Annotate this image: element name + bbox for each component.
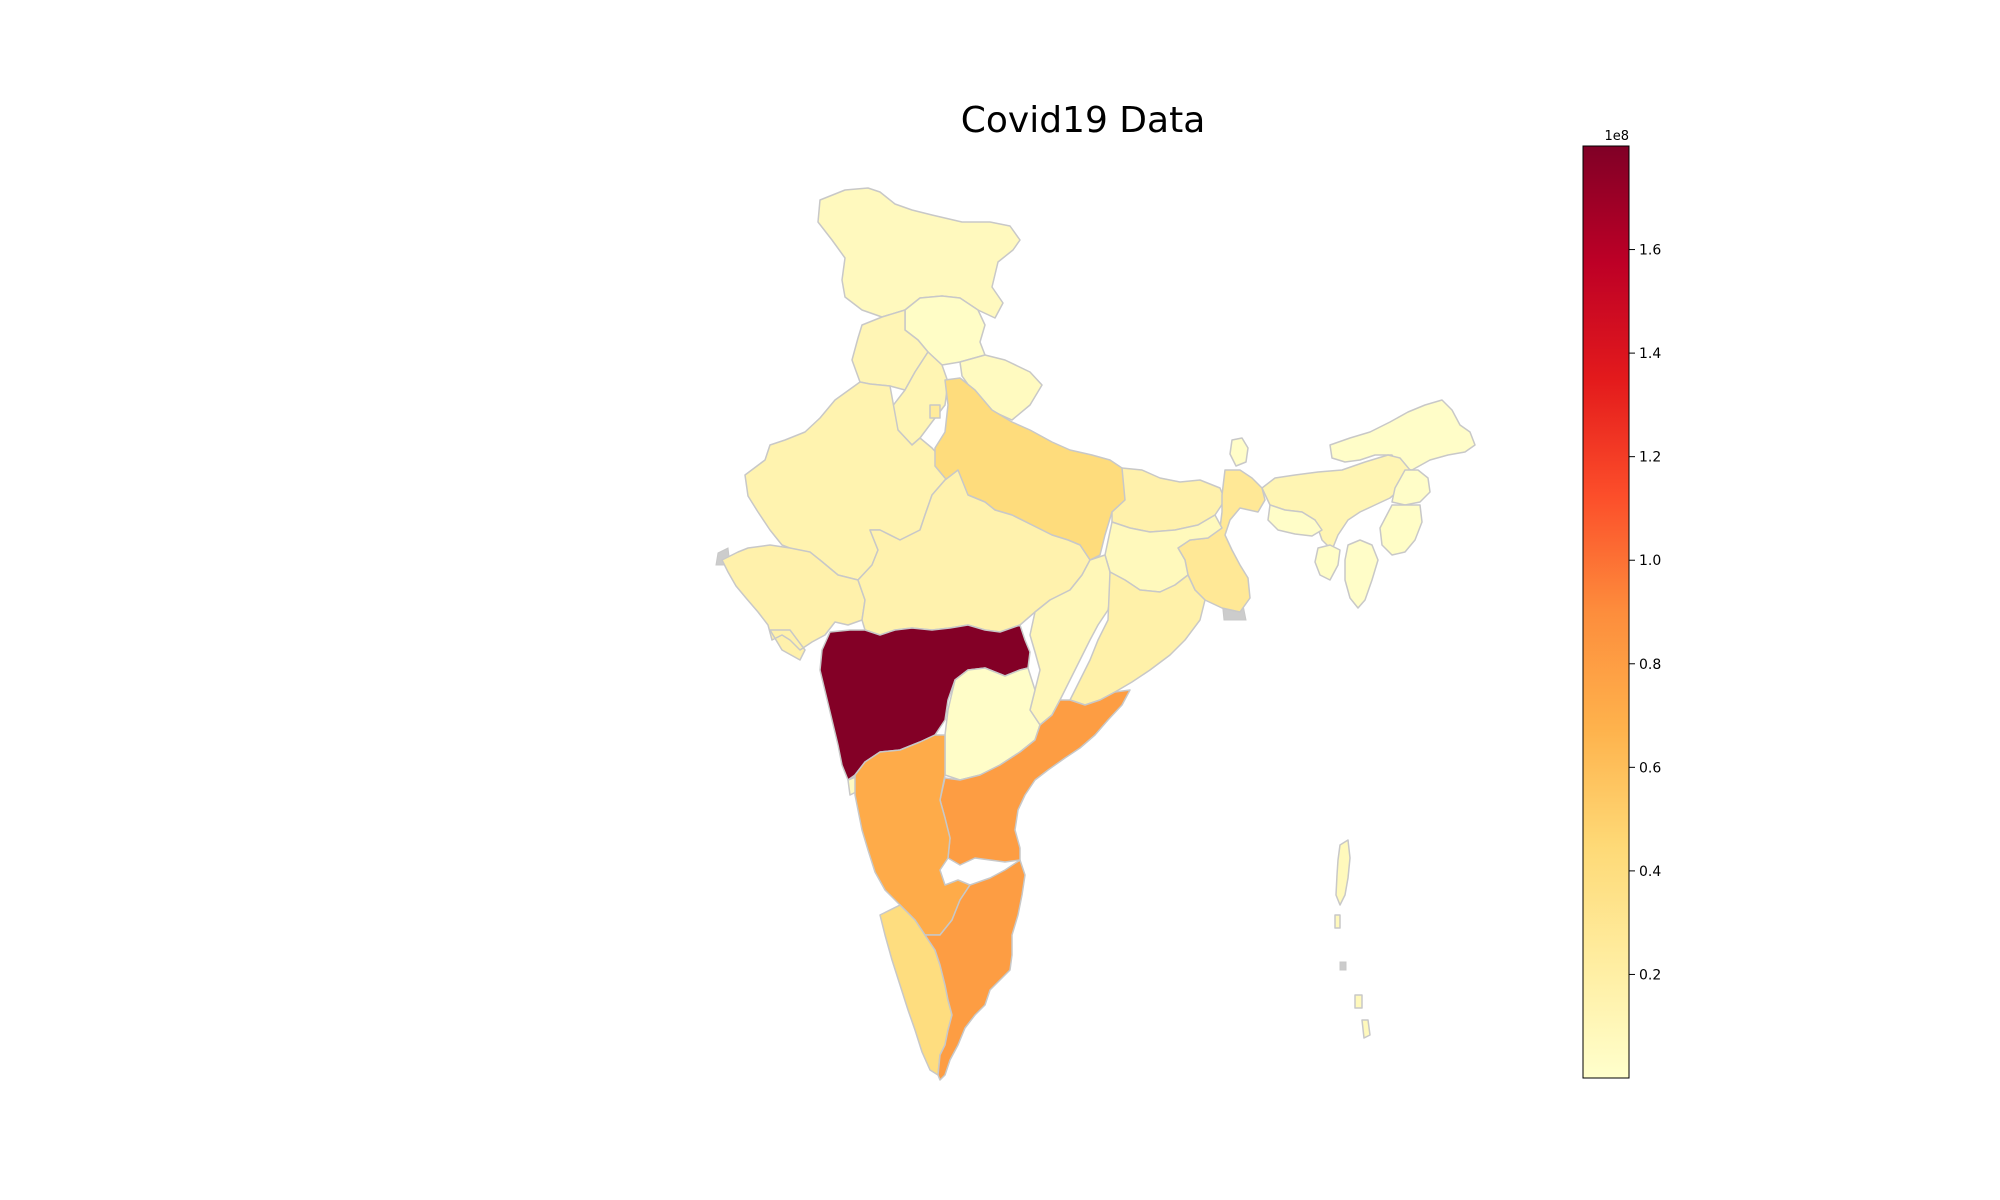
colorbar-tick-label: 1.6 <box>1639 243 1661 259</box>
region-tamil-nadu[interactable] <box>924 859 1026 1081</box>
region-andaman-nicobar[interactable] <box>1334 839 1371 1039</box>
region-meghalaya[interactable] <box>1267 504 1323 537</box>
colorbar-tick-label: 1.4 <box>1639 346 1661 362</box>
region-odisha[interactable] <box>1069 571 1206 706</box>
colorbar-tick-label: 0.8 <box>1639 657 1661 673</box>
region-manipur[interactable] <box>1379 504 1423 556</box>
colorbar-tick-label: 1.2 <box>1639 450 1661 466</box>
region-arunachal-pradesh[interactable] <box>1329 399 1476 471</box>
region-tripura[interactable] <box>1314 544 1341 581</box>
colorbar-tick-label: 0.4 <box>1639 864 1661 880</box>
region-nodata-islands <box>1339 961 1347 971</box>
colorbar-ticks: 0.2 0.4 0.6 0.8 1.0 1.2 1.4 1.6 <box>1629 243 1661 983</box>
region-jammu-kashmir[interactable] <box>817 187 1021 319</box>
colorbar-exponent: 1e8 <box>1604 129 1629 144</box>
colorbar-tick-label: 1.0 <box>1639 553 1661 569</box>
region-karnataka[interactable] <box>854 734 971 936</box>
region-sikkim[interactable] <box>1229 437 1249 467</box>
region-gujarat[interactable] <box>721 544 866 661</box>
region-nagaland[interactable] <box>1391 469 1431 506</box>
states-layer <box>715 187 1476 1081</box>
colorbar-tick-label: 0.6 <box>1639 760 1661 776</box>
region-mizoram[interactable] <box>1344 539 1379 609</box>
region-delhi[interactable] <box>929 404 941 419</box>
colorbar-bar <box>1582 145 1630 1079</box>
region-andhra-pradesh[interactable] <box>939 689 1131 866</box>
map-title: Covid19 Data <box>960 100 1206 141</box>
colorbar: 1e8 0.2 0.4 0.6 0.8 1.0 1.2 1.4 1.6 <box>1582 129 1661 1079</box>
colorbar-tick-label: 0.2 <box>1639 967 1661 983</box>
